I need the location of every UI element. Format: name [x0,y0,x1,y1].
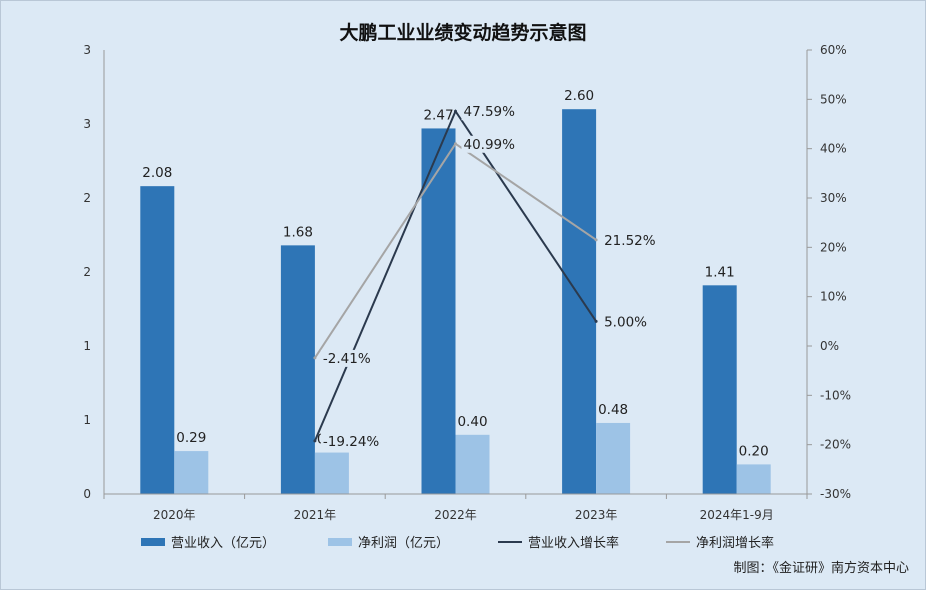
x-tick-label: 2023年 [575,508,618,522]
legend-label: 净利润（亿元） [358,536,449,551]
profit-growth-point [313,356,317,360]
left-tick-label: 0 [83,487,91,501]
revenue-bar-label: 2.47 [423,107,453,123]
revenue-bar-label: 1.41 [705,264,735,280]
profit-growth-label-bg [602,231,657,249]
right-tick-label: -10% [820,388,851,402]
profit-bar [314,452,349,494]
profit-bar-label: 0.20 [739,443,769,459]
revenue-bar [280,245,315,494]
profit-growth-label-bg [320,349,375,367]
lines-layer: -19.24% 47.59% 5.00% -2.41% 40.99% 21.52% [313,103,657,450]
chart-title: 大鹏工业业绩变动趋势示意图 [339,21,586,44]
source-note: 制图：《金证研》南方资本中心 [733,560,909,576]
legend-label: 营业收入（亿元） [171,536,275,551]
left-tick-label: 1 [83,413,91,427]
revenue-bar-label: 1.68 [283,224,313,240]
revenue-growth-point [313,439,317,443]
right-tick-label: 50% [820,92,847,106]
revenue-growth-label-bg [602,313,657,331]
right-tick-label: -30% [820,487,851,501]
left-tick-label: 2 [83,265,91,279]
x-tick-label: 2020年 [153,508,196,522]
profit-bar [596,422,631,494]
profit-bar-label: 0.48 [598,402,628,418]
right-tick-label: 10% [820,290,847,304]
revenue-bar [421,128,456,494]
legend-swatch [328,538,352,546]
bars-layer: 2.081.682.472.601.410.290.280.400.480.20 [140,88,771,494]
right-tick-label: -20% [820,438,851,452]
revenue-bar [702,285,737,494]
right-tick-label: 20% [820,240,847,254]
left-tick-label: 1 [83,339,91,353]
x-tick-label: 2021年 [294,508,337,522]
right-tick-label: 30% [820,191,847,205]
legend-swatch [141,538,165,546]
left-tick-label: 3 [83,43,91,57]
x-axis: 2020年 2021年 2022年 2023年 2024年1-9月 [103,493,808,522]
right-tick-label: 60% [820,43,847,57]
revenue-bar-label: 2.08 [142,165,172,181]
revenue-growth-label-bg [320,432,375,450]
x-tick-label: 2022年 [434,508,477,522]
profit-growth-label: 21.52% [604,233,656,249]
profit-growth-label-bg [461,135,516,153]
revenue-growth-point [594,319,598,323]
revenue-growth-label: -19.24% [323,434,380,450]
revenue-bar-label: 2.60 [564,88,594,104]
revenue-growth-label: 5.00% [604,314,647,330]
profit-bar-label: 0.40 [457,414,487,430]
revenue-growth-point [454,109,457,113]
left-axis: 0 1 1 2 2 3 3 [83,43,105,501]
legend-label: 营业收入增长率 [528,535,619,551]
profit-growth-label: -2.41% [323,351,371,367]
legend: 营业收入（亿元） 净利润（亿元） 营业收入增长率 净利润增长率 [141,535,774,551]
x-tick-label: 2024年1-9月 [700,508,774,522]
right-tick-label: 0% [820,339,839,353]
profit-bar [455,434,490,494]
revenue-growth-label: 47.59% [464,104,516,120]
revenue-bar [140,186,175,494]
revenue-growth-label-bg [461,103,516,121]
left-tick-label: 2 [83,191,91,205]
profit-bar [174,451,209,494]
revenue-bar [562,109,597,494]
legend-label: 净利润增长率 [696,535,774,551]
profit-bar [736,464,771,494]
profit-growth-point [594,238,598,242]
right-axis: -30% -20% -10% 0% 10% 20% 30% 40% 50% 60% [806,43,851,501]
profit-growth-label: 40.99% [464,137,516,153]
profit-growth-point [454,142,457,146]
right-tick-label: 40% [820,142,847,156]
profit-bar-label: 0.29 [176,430,206,446]
left-tick-label: 3 [83,117,91,131]
